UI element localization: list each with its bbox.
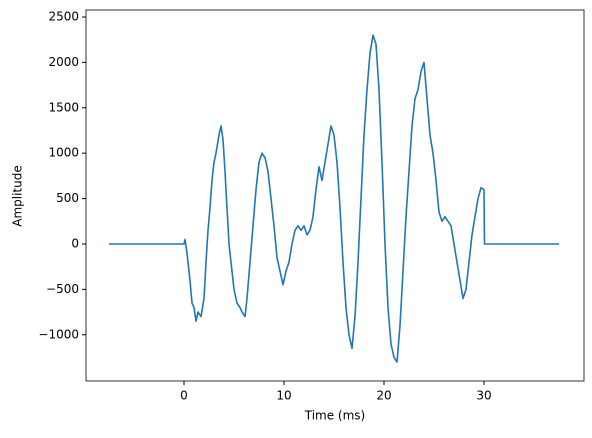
x-tick-label: 0 (180, 389, 188, 403)
y-axis-label: Amplitude (11, 165, 25, 227)
x-tick-label: 20 (376, 389, 391, 403)
x-axis-label: Time (ms) (304, 409, 366, 423)
y-tick-label: 0 (71, 236, 79, 250)
y-tick-label: 1000 (48, 146, 79, 160)
y-tick-label: 500 (56, 191, 79, 205)
y-tick-label: −1000 (38, 327, 79, 341)
x-tick-label: 30 (476, 389, 491, 403)
line (109, 34, 559, 363)
plot-frame (85, 9, 585, 382)
y-tick-label: 2000 (48, 55, 79, 69)
y-tick-label: 1500 (48, 100, 79, 114)
y-tick-label: −500 (46, 282, 79, 296)
x-tick-label: 10 (276, 389, 291, 403)
y-tick-label: 2500 (48, 9, 79, 23)
